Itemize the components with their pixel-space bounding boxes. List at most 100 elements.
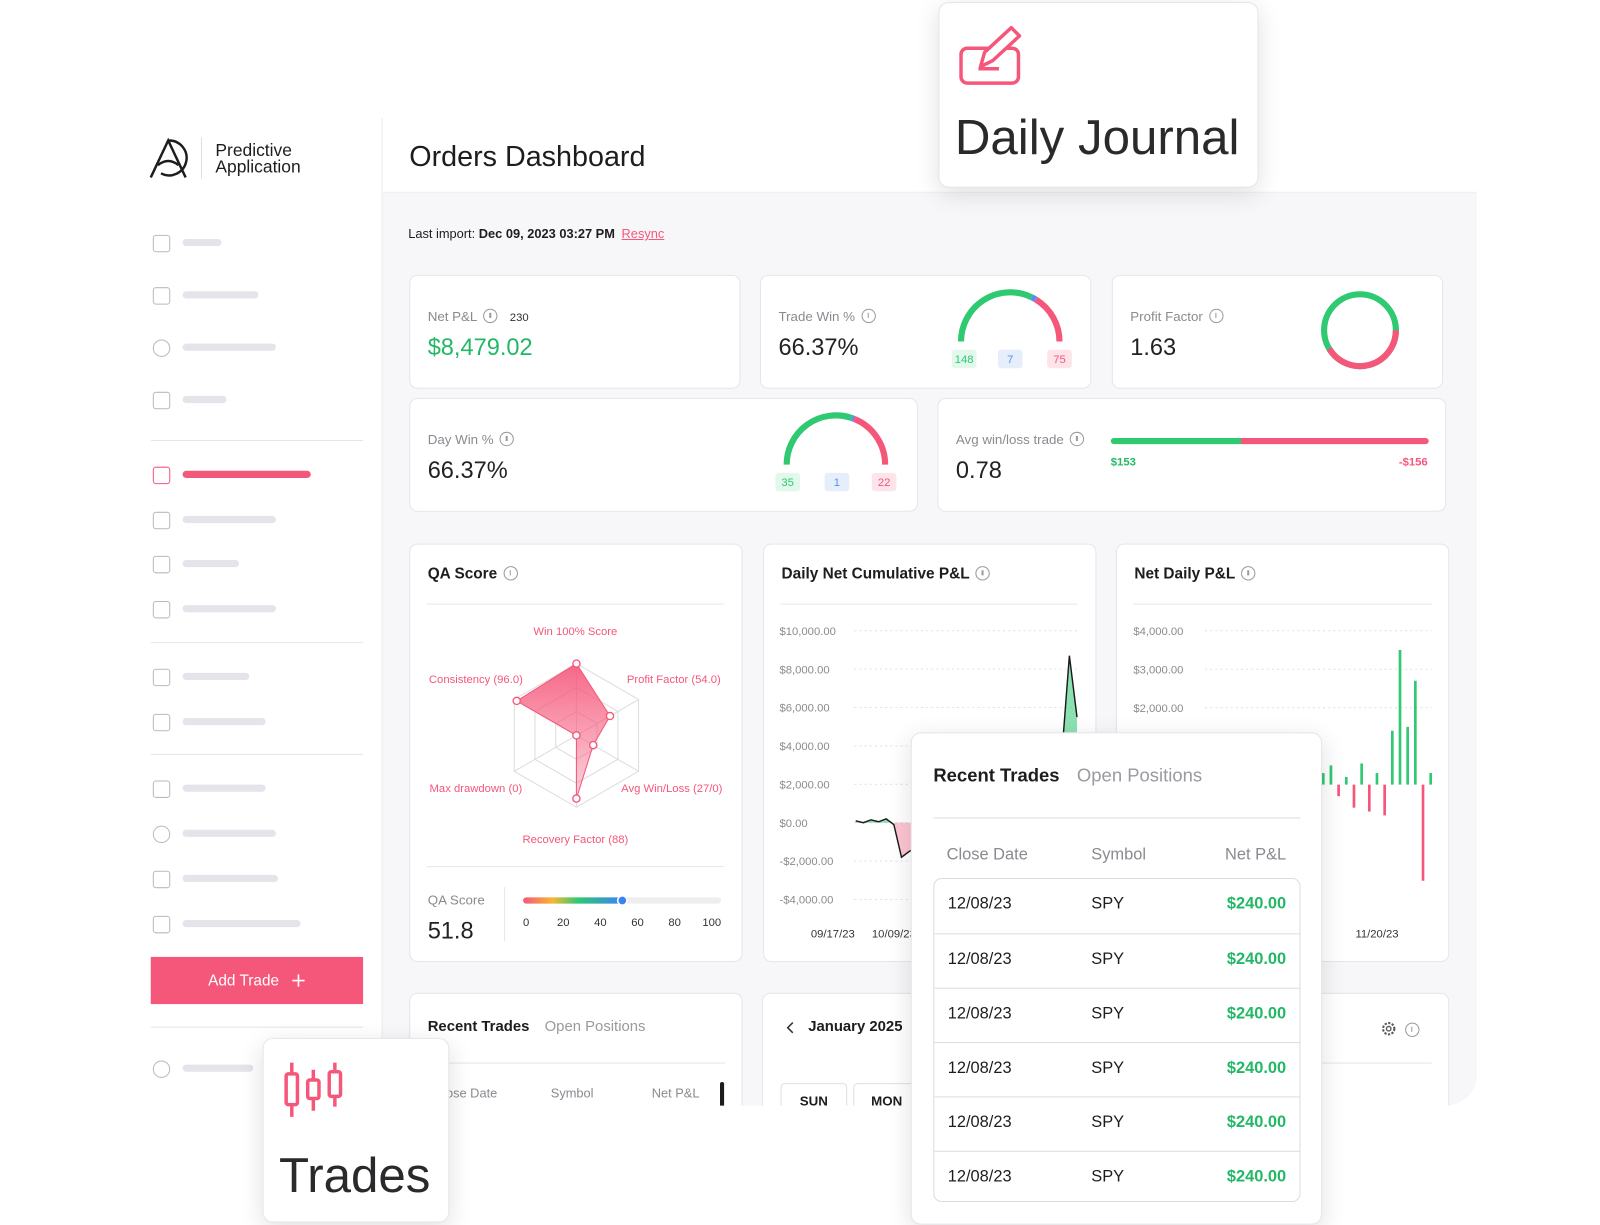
radar-axis — [513, 734, 577, 772]
info-icon[interactable] — [1405, 1022, 1420, 1037]
stat-label: Day Win % — [428, 431, 515, 447]
info-icon[interactable] — [499, 431, 515, 447]
gauge-count: 1 — [834, 477, 840, 489]
trades-badge[interactable]: Trades — [262, 1037, 450, 1223]
table-row[interactable]: 12/08/23 SPY $240.00 — [934, 987, 1300, 1043]
bar — [1375, 773, 1379, 785]
calendar-month: January 2025 — [808, 1018, 903, 1035]
table-row[interactable]: 12/08/23 SPY $240.00 — [934, 1096, 1300, 1151]
nav-icon[interactable] — [152, 234, 171, 253]
column-header: Close Date — [433, 1086, 498, 1101]
divider — [150, 1026, 364, 1028]
tab-active[interactable]: Recent Trades — [427, 1018, 530, 1035]
nav-icon[interactable] — [152, 780, 171, 798]
radar-point — [512, 696, 521, 706]
tab[interactable]: Open Positions — [544, 1018, 646, 1035]
nav-icon[interactable] — [152, 870, 171, 889]
nav-item[interactable] — [182, 829, 276, 837]
radar-label: Max drawdown (0) — [430, 783, 523, 795]
nav-item[interactable] — [182, 291, 259, 299]
nav-icon[interactable] — [152, 915, 171, 934]
card-title-text: Net Daily P&L — [1134, 565, 1236, 583]
radar-point — [605, 711, 615, 721]
stat-label: Profit Factor — [1130, 308, 1224, 324]
resync-link[interactable]: Resync — [621, 226, 665, 242]
last-import-date: Dec 09, 2023 03:27 PM — [478, 226, 615, 242]
nav-icon[interactable] — [152, 391, 171, 410]
nav-icon[interactable] — [152, 1060, 171, 1078]
avg-win-loss-card: Avg win/loss trade 0.78 $153 -$156 — [937, 397, 1447, 512]
y-tick-label: $8,000.00 — [779, 664, 829, 676]
y-tick-label: $2,000.00 — [779, 779, 829, 791]
journal-label: Daily Journal — [954, 110, 1240, 166]
nav-item[interactable] — [182, 395, 227, 404]
nav-item[interactable] — [182, 717, 266, 726]
trades-table: 12/08/23 SPY $240.00 12/08/23 SPY $240.00 12/0… — [933, 877, 1301, 1203]
nav-item[interactable] — [182, 559, 239, 568]
info-icon[interactable] — [1070, 431, 1085, 447]
nav-item[interactable] — [182, 343, 276, 351]
scrollbar[interactable] — [719, 1082, 725, 1106]
slider-tick-label: 80 — [668, 917, 681, 929]
info-icon[interactable] — [1209, 308, 1224, 324]
table-row[interactable]: 12/08/23 SPY $240.00 — [934, 879, 1299, 933]
table-row[interactable]: 12/08/23 SPY $240.00 — [934, 1042, 1300, 1097]
nav-icon[interactable] — [152, 511, 171, 530]
card-title-text: Daily Net Cumulative P&L — [781, 565, 970, 583]
add-trade-button[interactable]: Add Trade — [150, 956, 364, 1005]
y-tick-label: $6,000.00 — [779, 703, 829, 715]
nav-icon[interactable] — [152, 287, 171, 305]
profit-ring-loss — [1326, 330, 1399, 370]
table-row[interactable]: 12/08/23 SPY $240.00 — [934, 1150, 1300, 1201]
nav-item[interactable] — [182, 672, 250, 680]
gauge-count: 22 — [878, 477, 891, 489]
nav-item[interactable] — [182, 515, 276, 524]
divider — [933, 817, 1301, 819]
column-header: Close Date — [946, 846, 1028, 864]
info-icon[interactable] — [503, 566, 518, 581]
bar — [1321, 773, 1325, 785]
avg-win: $153 — [1110, 456, 1136, 469]
nav-item[interactable] — [182, 605, 276, 613]
table-row[interactable]: 12/08/23 SPY $240.00 — [934, 933, 1300, 988]
radar-area — [515, 662, 611, 799]
nav-item[interactable] — [182, 1064, 254, 1072]
gauge-badge — [997, 349, 1023, 369]
radar-point — [588, 740, 598, 750]
gauge-segment — [957, 289, 1034, 342]
gauge-badge — [775, 472, 800, 492]
nav-icon[interactable] — [152, 825, 171, 844]
nav-icon[interactable] — [152, 339, 171, 357]
nav-icon[interactable] — [152, 601, 171, 619]
table-cell: $240.00 — [1226, 895, 1287, 913]
gauge-badge — [824, 472, 850, 492]
avg-loss: -$156 — [1398, 456, 1428, 469]
prev-month[interactable] — [786, 1022, 796, 1034]
radar-label: Consistency (96.0) — [429, 674, 523, 686]
tab[interactable]: Open Positions — [1076, 765, 1203, 786]
nav-item[interactable] — [182, 238, 222, 247]
nav-icon[interactable] — [152, 555, 171, 574]
journal-badge[interactable]: Daily Journal — [938, 2, 1259, 188]
nav-icon[interactable] — [152, 713, 171, 732]
nav-icon[interactable] — [152, 466, 171, 485]
info-icon[interactable] — [1241, 566, 1256, 581]
nav-item-active[interactable] — [182, 470, 311, 478]
slider-fill — [523, 897, 623, 904]
info-icon[interactable] — [975, 566, 991, 581]
slider-tick-label: 20 — [557, 917, 570, 929]
nav-item[interactable] — [182, 784, 266, 792]
nav-item[interactable] — [182, 919, 301, 928]
nav-item[interactable] — [182, 874, 278, 883]
info-icon[interactable] — [861, 308, 876, 324]
tab-active[interactable]: Recent Trades — [933, 765, 1060, 786]
weekday: SUN — [780, 1083, 848, 1106]
gear-icon[interactable] — [1381, 1021, 1397, 1037]
info-icon[interactable] — [483, 308, 498, 324]
nav-icon[interactable] — [152, 668, 171, 687]
gauge-segment — [1034, 296, 1063, 342]
bar — [1406, 726, 1410, 785]
y-tick-label: $10,000.00 — [779, 626, 835, 638]
gauge-badge — [1047, 349, 1072, 369]
